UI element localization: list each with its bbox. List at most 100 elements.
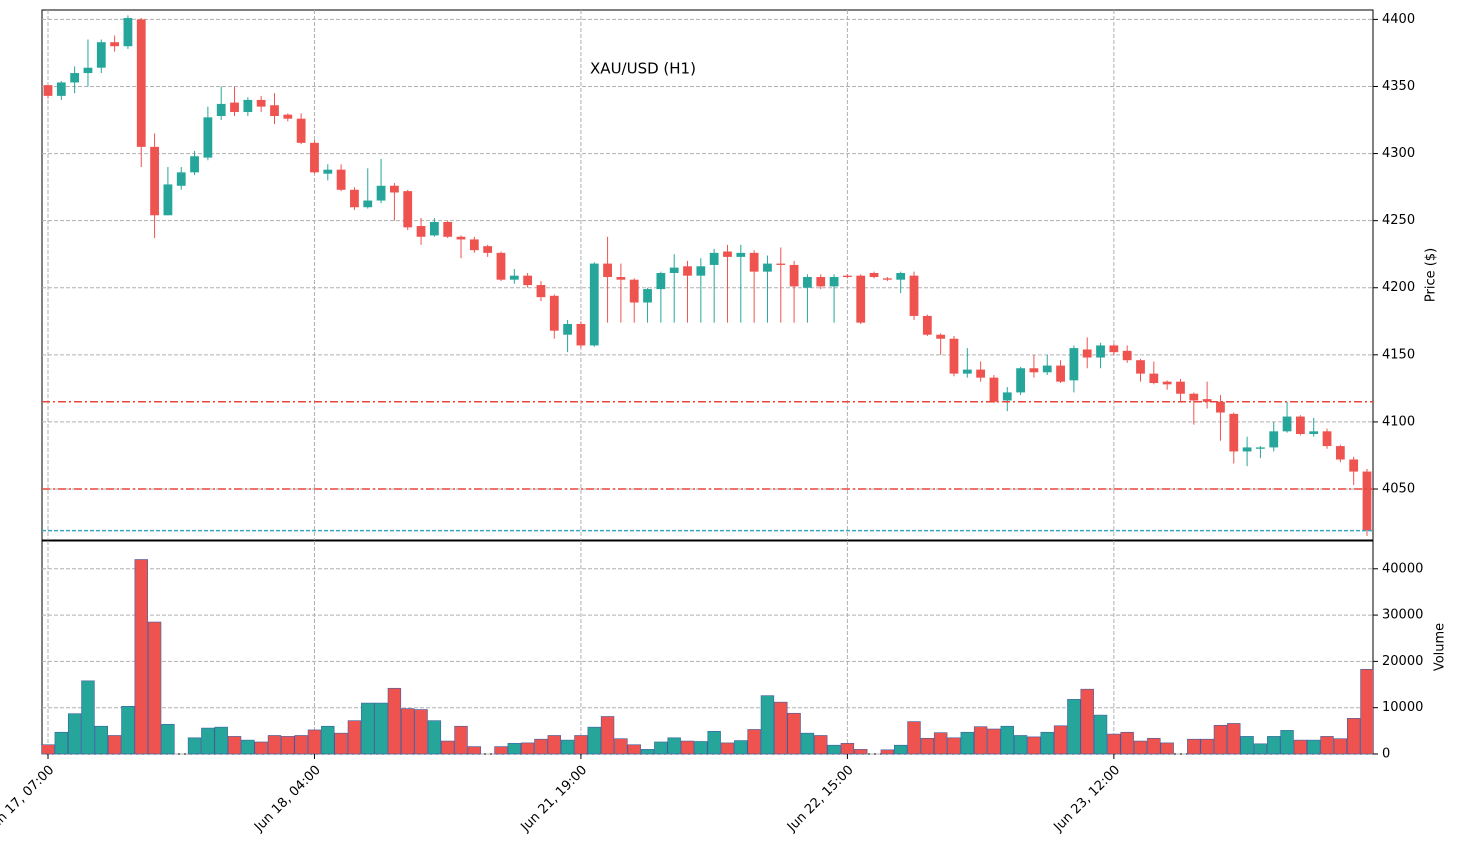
candle-body xyxy=(789,264,799,287)
candle-body xyxy=(83,67,93,74)
volume-bar xyxy=(121,706,135,755)
volume-bar xyxy=(1000,725,1014,755)
volume-bar xyxy=(1293,739,1308,755)
candle-body xyxy=(203,117,213,158)
candle-body xyxy=(403,191,413,228)
volume-bar xyxy=(694,741,708,755)
volume-bar xyxy=(654,741,668,755)
candle-body xyxy=(1216,401,1225,413)
volume-bar xyxy=(560,739,575,755)
candle-body xyxy=(1109,345,1119,353)
volume-bar xyxy=(1346,718,1361,755)
volume-bar xyxy=(241,739,255,755)
candle-body xyxy=(469,239,479,251)
candle-body xyxy=(216,103,226,116)
volume-bar xyxy=(1333,738,1348,755)
candle-body xyxy=(1269,431,1279,448)
volume-bar xyxy=(294,735,308,755)
candle-body xyxy=(949,338,959,374)
candle-body xyxy=(483,246,493,253)
volume-bar xyxy=(893,744,908,755)
candle-body xyxy=(1149,373,1159,384)
candle-body xyxy=(163,184,173,216)
volume-bar xyxy=(1040,731,1054,755)
candle-body xyxy=(936,334,946,339)
volume-bar xyxy=(374,702,388,755)
candle-body xyxy=(1309,431,1319,434)
volume-bar xyxy=(880,749,895,755)
candle-body xyxy=(656,272,666,290)
volume-bar xyxy=(973,726,988,755)
candle-body xyxy=(829,277,839,287)
volume-bar xyxy=(187,737,202,755)
volume-bar xyxy=(254,741,268,755)
candle-body xyxy=(283,114,293,119)
x-tick-label: Jun 23, 12:00 xyxy=(1051,763,1124,836)
volume-bar xyxy=(760,695,775,755)
volume-bar xyxy=(227,736,242,755)
y-tick-label: 4100 xyxy=(1382,414,1415,429)
volume-bar xyxy=(81,680,95,755)
volume-bar xyxy=(814,735,828,755)
volume-bar xyxy=(54,731,69,755)
volume-bar xyxy=(960,731,974,755)
volume-tick-label: 40000 xyxy=(1382,561,1423,576)
candle-body xyxy=(696,266,706,276)
y-axis-label: Price ($) xyxy=(1424,248,1439,302)
candle-body xyxy=(643,289,652,303)
volume-bar xyxy=(1067,699,1081,755)
candle-body xyxy=(310,142,319,173)
volume-bar xyxy=(281,736,295,755)
candle-body xyxy=(683,266,692,276)
candle-body xyxy=(763,263,772,272)
volume-bar xyxy=(67,713,82,755)
candle-body xyxy=(869,272,879,278)
volume-bar xyxy=(734,740,748,755)
candle-body xyxy=(842,275,852,278)
x-tick-label: Jun 18, 04:00 xyxy=(251,763,324,836)
candle-body xyxy=(776,263,786,265)
volume-bar xyxy=(1107,733,1121,755)
volume-bar xyxy=(387,687,402,755)
candle-body xyxy=(336,169,346,190)
candle-body xyxy=(1256,447,1265,449)
candle-body xyxy=(136,19,146,147)
volume-bar xyxy=(987,728,1001,755)
volume-bar xyxy=(1053,725,1068,755)
volume-bar xyxy=(1320,736,1334,755)
candle-body xyxy=(270,105,279,116)
candle-body xyxy=(589,263,599,346)
chart-title: XAU/USD (H1) xyxy=(590,60,696,78)
volume-panel xyxy=(41,540,1374,755)
candle-body xyxy=(296,118,306,143)
volume-bar xyxy=(94,725,108,755)
candle-body xyxy=(1295,416,1305,434)
candle-body xyxy=(376,185,386,201)
volume-bar xyxy=(494,746,508,755)
volume-bar xyxy=(1027,736,1041,755)
candle-body xyxy=(922,315,932,335)
volume-bar xyxy=(920,737,935,755)
candle-body xyxy=(1162,381,1172,385)
candle-body xyxy=(909,275,919,316)
volume-bar xyxy=(640,749,655,755)
volume-bar xyxy=(840,743,855,755)
volume-bar xyxy=(401,708,415,755)
volume-bar xyxy=(933,732,948,755)
volume-bar xyxy=(534,738,548,755)
candle-body xyxy=(882,278,892,280)
price-panel xyxy=(41,9,1374,541)
volume-tick-label: 10000 xyxy=(1382,700,1423,715)
candle-body xyxy=(616,277,626,280)
candle-body xyxy=(536,285,546,298)
candle-body xyxy=(1335,446,1345,460)
candle-body xyxy=(1096,345,1105,358)
volume-bar xyxy=(680,740,695,755)
candle-body xyxy=(1016,368,1025,393)
volume-bar xyxy=(414,709,428,755)
volume-tick-label: 0 xyxy=(1382,747,1390,762)
volume-bar xyxy=(107,735,122,755)
y-tick-label: 4300 xyxy=(1382,146,1415,161)
y-tick-label: 4150 xyxy=(1382,347,1415,362)
y-tick-label: 4350 xyxy=(1382,79,1415,94)
